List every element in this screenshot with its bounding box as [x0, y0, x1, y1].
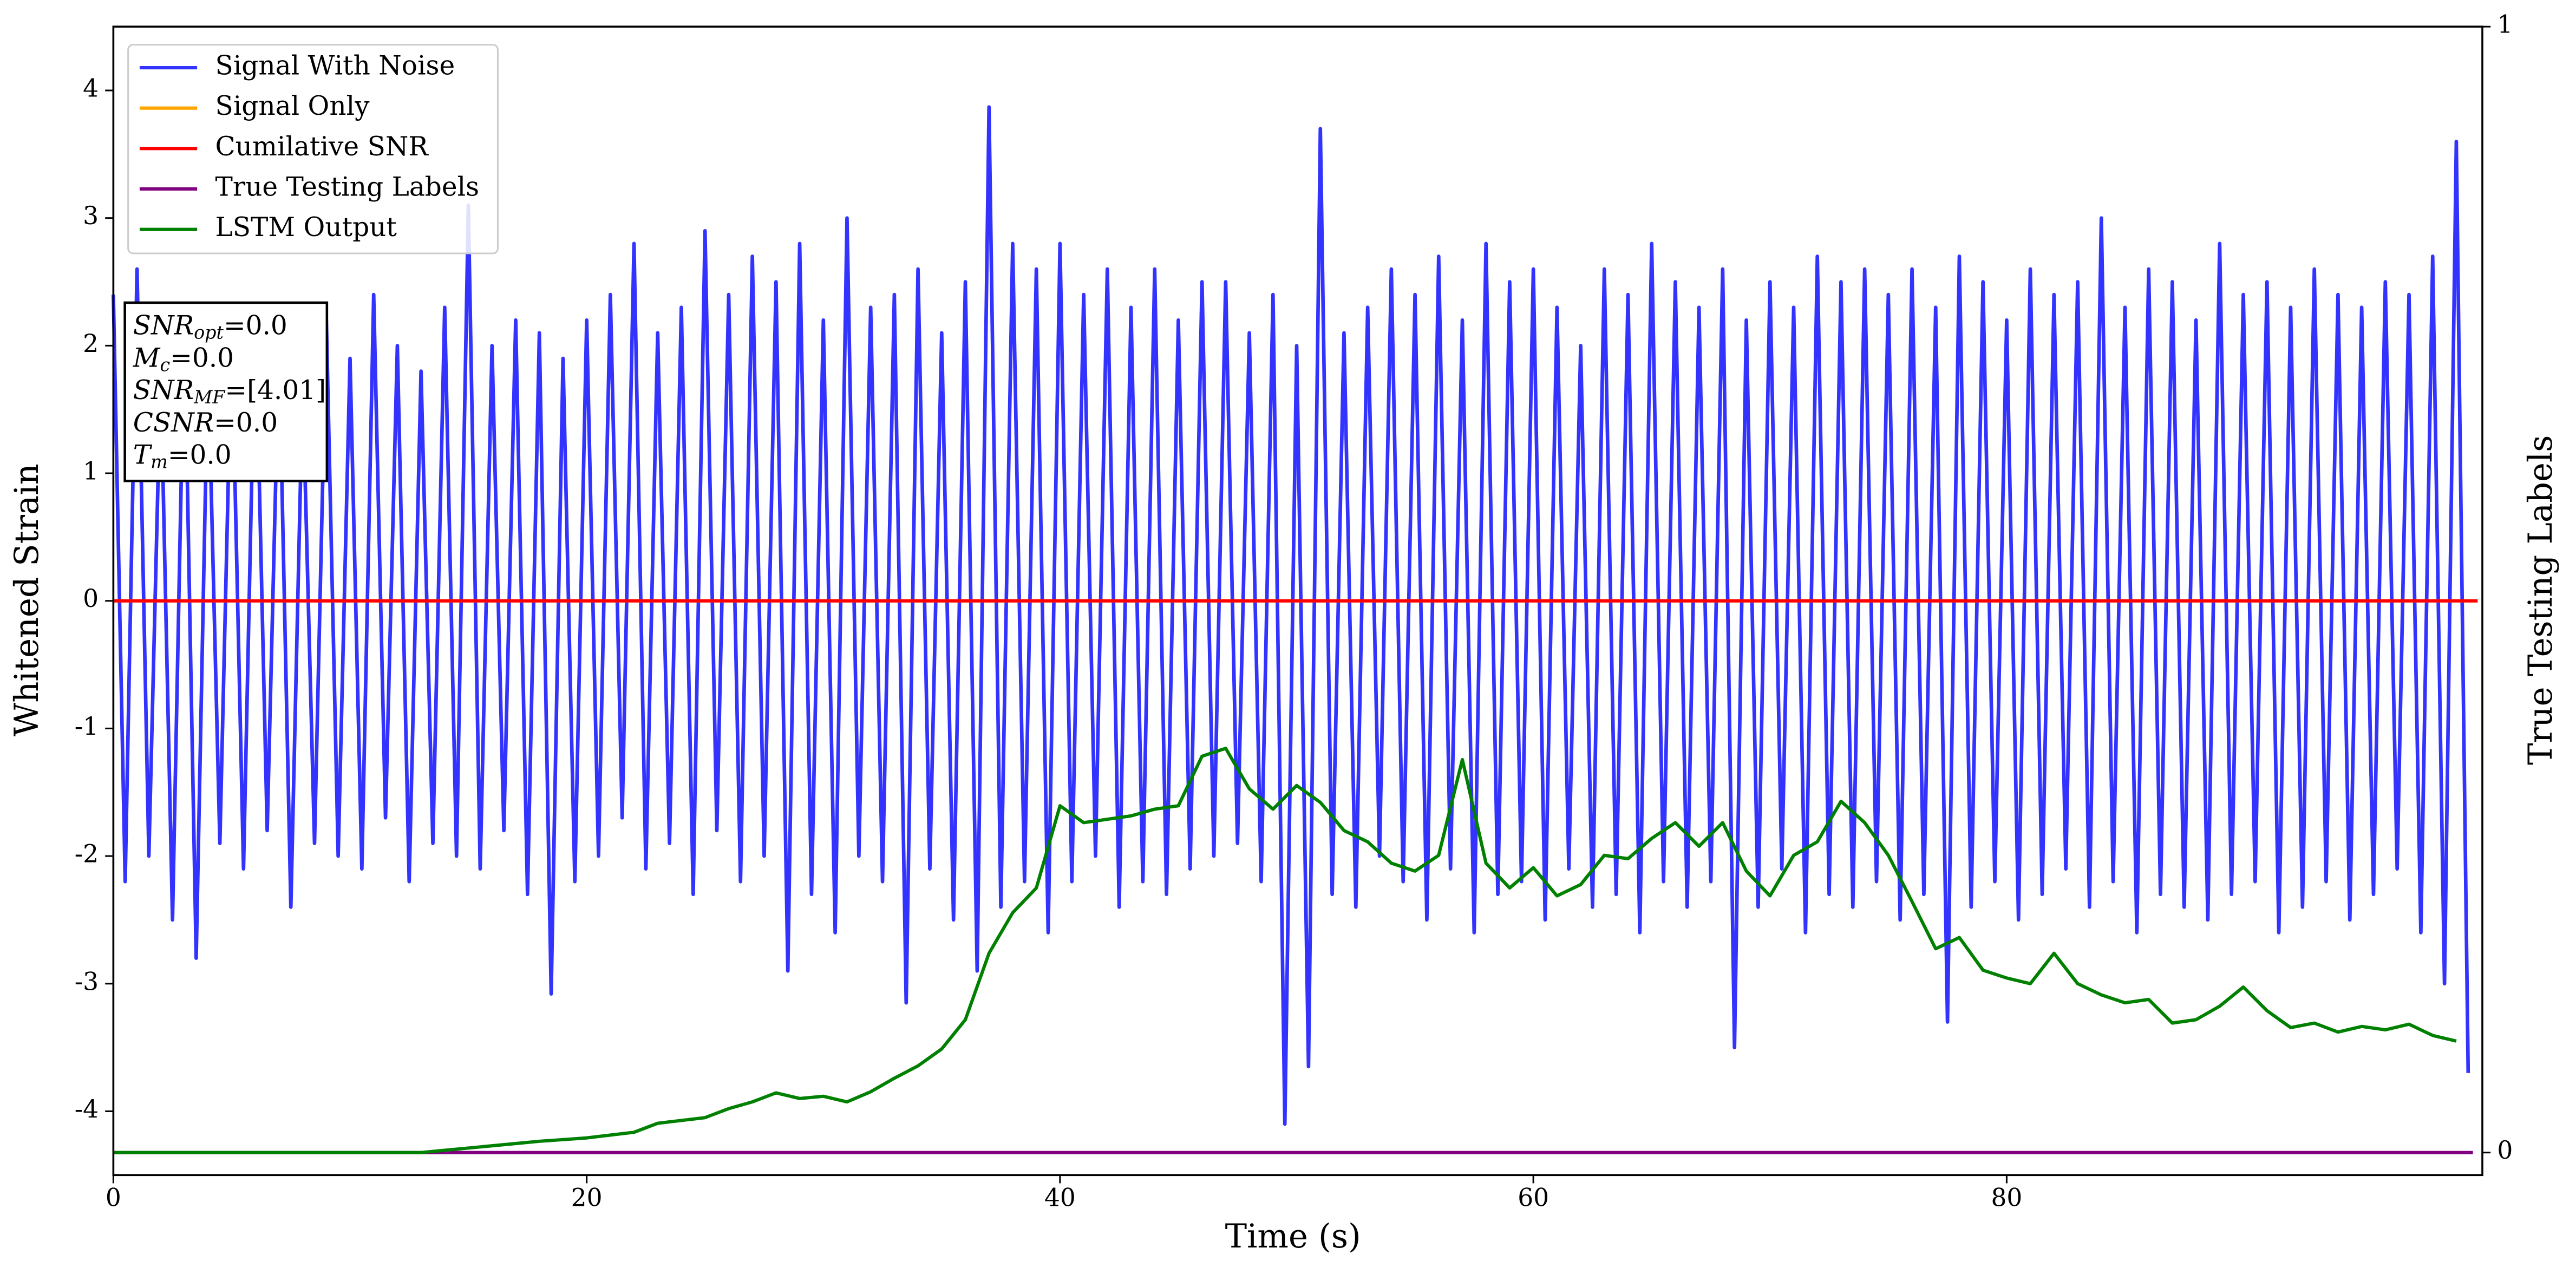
annotation-symbol: M: [133, 343, 161, 373]
annotation-symbol: CSNR: [133, 407, 214, 437]
y-tick-label: 1: [83, 457, 99, 486]
x-tick-label: 80: [1991, 1183, 2022, 1212]
x-tick-label: 20: [571, 1183, 603, 1212]
annotation-symbol: SNR: [133, 310, 194, 341]
annotation-symbol: SNR: [133, 375, 194, 406]
annotation-subscript: opt: [194, 322, 224, 343]
annotation-line: CSNR=0.0: [133, 407, 278, 437]
legend-label: Signal Only: [215, 91, 370, 121]
y-tick-label: 0: [83, 584, 99, 613]
annotation-value: =0.0: [170, 343, 234, 373]
y-tick-label: 4: [83, 74, 99, 103]
annotation-symbol: T: [133, 440, 153, 470]
annotation-line: SNRopt=0.0: [133, 310, 287, 343]
annotation-subscript: MF: [193, 387, 226, 408]
annotation-subscript: m: [151, 452, 168, 473]
y-tick-label: -1: [75, 712, 99, 741]
annotation-line: Tm=0.0: [133, 440, 232, 473]
legend-label: True Testing Labels: [215, 172, 480, 202]
y-axis-label: Whitened Strain: [8, 463, 46, 736]
annotation-subscript: c: [160, 354, 171, 375]
annotation-value: =0.0: [214, 407, 278, 437]
x-axis-label: Time (s): [1225, 1218, 1361, 1256]
legend-label: LSTM Output: [215, 212, 397, 243]
legend-box: [127, 44, 499, 254]
y-tick-label: -2: [75, 840, 99, 868]
annotation-line: SNRMF=[4.01]: [133, 375, 326, 408]
y-tick-label: -4: [75, 1095, 99, 1123]
series-line: [112, 105, 2470, 1126]
legend-label: Cumilative SNR: [215, 132, 429, 162]
y-tick-label: -3: [75, 967, 99, 996]
series-line: [113, 747, 2457, 1154]
y2-tick-label: 1: [2497, 10, 2513, 39]
y2-tick-label: 0: [2497, 1136, 2513, 1165]
annotation-box: [123, 301, 329, 482]
plot-area: [112, 105, 2478, 1154]
annotation-value: =[4.01]: [225, 375, 326, 406]
x-tick-label: 0: [106, 1183, 121, 1212]
legend-label: Signal With Noise: [215, 51, 455, 81]
y2-axis-label: True Testing Labels: [2522, 435, 2560, 765]
y-tick-label: 2: [83, 329, 99, 358]
annotation-value: =0.0: [224, 310, 287, 341]
annotation-value: =0.0: [168, 440, 232, 470]
x-tick-label: 40: [1044, 1183, 1076, 1212]
y-tick-label: 3: [83, 201, 99, 230]
annotation-line: Mc=0.0: [133, 343, 234, 376]
x-tick-label: 60: [1518, 1183, 1549, 1212]
